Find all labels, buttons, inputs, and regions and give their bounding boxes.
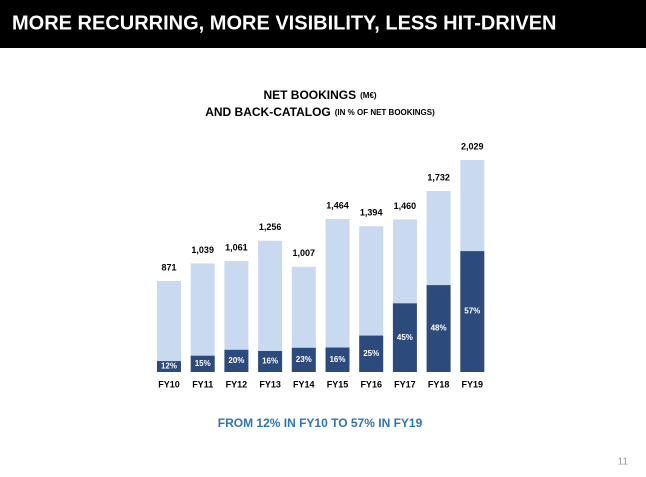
subtitle: AND BACK-CATALOG — [205, 105, 331, 119]
bar-back-catalog — [157, 361, 181, 372]
share-label: 45% — [397, 333, 413, 342]
x-tick-label: FY18 — [428, 379, 450, 389]
share-label: 16% — [329, 355, 345, 364]
bar-total — [258, 240, 283, 372]
chart-subtitle: AND BACK-CATALOG (IN % OF NET BOOKINGS) — [205, 105, 435, 119]
share-label: 16% — [262, 357, 278, 366]
bar-total — [157, 280, 181, 372]
x-tick-label: FY17 — [394, 379, 416, 389]
header-bar — [0, 0, 646, 48]
share-label: 25% — [363, 349, 379, 358]
bar-back-catalog — [392, 303, 417, 372]
annotation: FROM 12% IN FY10 TO 57% IN FY19 — [218, 416, 423, 430]
share-label: 20% — [228, 356, 244, 365]
bar-back-catalog — [224, 349, 249, 372]
x-tick-label: FY13 — [259, 379, 281, 389]
share-label: 23% — [296, 355, 312, 364]
x-tick-label: FY11 — [192, 379, 213, 389]
x-tick-label: FY10 — [158, 379, 180, 389]
share-label: 15% — [195, 359, 211, 368]
share-label: 48% — [431, 324, 447, 333]
bar-total — [190, 263, 215, 372]
share-label: 12% — [161, 362, 177, 371]
bar-back-catalog — [426, 285, 451, 372]
title: NET BOOKINGS — [263, 88, 356, 102]
value-label: 1,061 — [225, 243, 248, 253]
value-label: 2,029 — [461, 141, 484, 151]
x-tick-label: FY15 — [327, 379, 349, 389]
value-label: 1,039 — [191, 245, 214, 255]
share-label: 57% — [464, 307, 480, 316]
subtitle-unit: (IN % OF NET BOOKINGS) — [335, 108, 435, 117]
bar-back-catalog — [460, 251, 485, 372]
bar-back-catalog — [325, 347, 350, 372]
x-tick-label: FY12 — [226, 379, 248, 389]
value-label: 1,732 — [427, 172, 450, 182]
header-title: MORE RECURRING, MORE VISIBILITY, LESS HI… — [12, 12, 557, 34]
value-label: 1,394 — [360, 208, 383, 218]
value-label: 871 — [161, 262, 176, 272]
page-number: 11 — [618, 457, 629, 468]
bar-total — [325, 219, 350, 372]
x-tick-label: FY14 — [293, 379, 315, 389]
title-unit: (M€) — [360, 91, 377, 100]
value-label: 1,256 — [259, 222, 282, 232]
value-label: 1,007 — [293, 248, 316, 258]
x-tick-label: FY19 — [462, 379, 484, 389]
bar-back-catalog — [359, 335, 384, 372]
bar-back-catalog — [258, 350, 283, 372]
value-label: 1,460 — [394, 201, 417, 211]
value-label: 1,464 — [326, 200, 349, 210]
bar-back-catalog — [190, 355, 215, 372]
chart-title: NET BOOKINGS (M€) — [263, 88, 376, 102]
x-tick-label: FY16 — [360, 379, 382, 389]
bar-back-catalog — [291, 347, 316, 372]
